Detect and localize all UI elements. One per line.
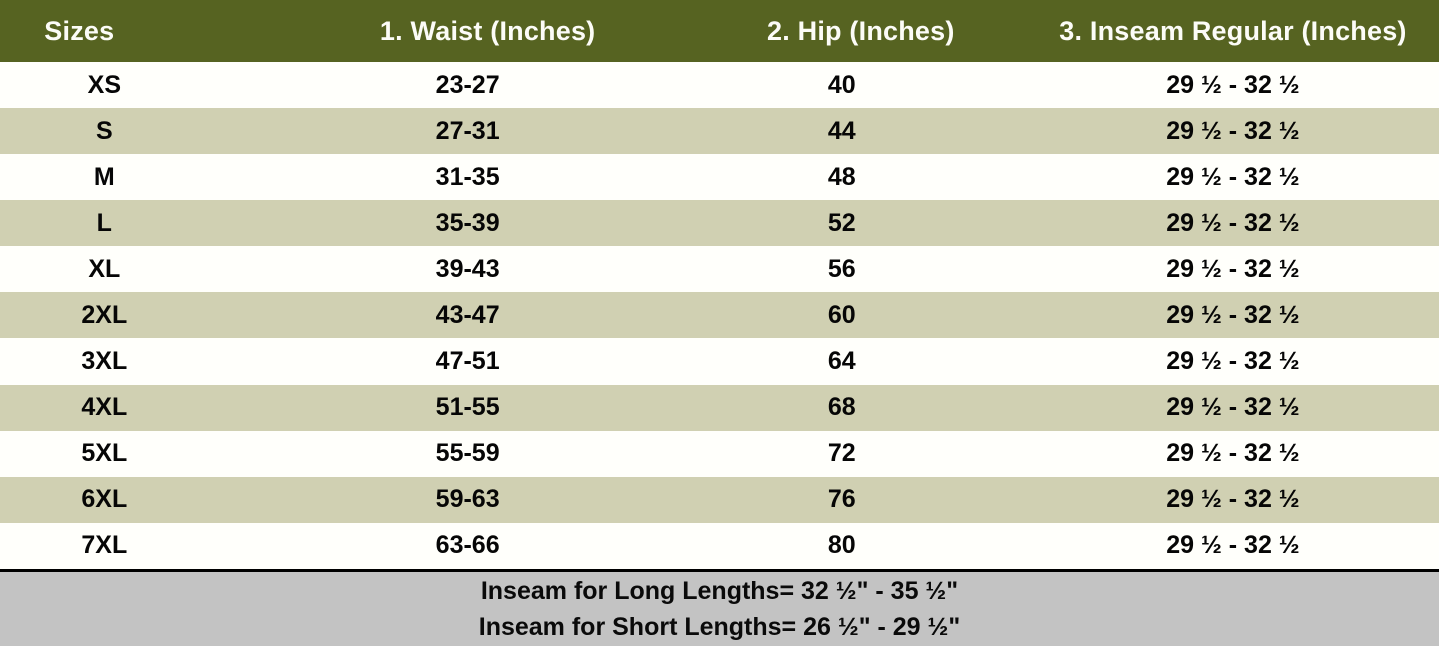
size-cell: 7XL	[81, 531, 128, 560]
hip-cell: 40	[827, 70, 856, 99]
size-cell: S	[95, 116, 113, 145]
waist-cell: 63-66	[435, 531, 500, 560]
table-row: 2XL 43-47 60 29 ½ - 32 ½	[0, 292, 1439, 339]
size-cell: L	[96, 208, 112, 237]
waist-cell: 27-31	[435, 116, 500, 145]
hip-cell: 68	[827, 393, 856, 422]
table-row: L 35-39 52 29 ½ - 32 ½	[0, 200, 1439, 247]
column-header-sizes: Sizes	[0, 0, 209, 62]
hip-cell: 52	[827, 208, 856, 237]
waist-cell: 51-55	[435, 393, 500, 422]
waist-cell: 35-39	[435, 208, 500, 237]
hip-cell: 56	[827, 254, 856, 283]
table-row: 4XL 51-55 68 29 ½ - 32 ½	[0, 384, 1439, 431]
table-row: 3XL 47-51 64 29 ½ - 32 ½	[0, 338, 1439, 385]
inseam-cell: 29 ½ - 32 ½	[1166, 531, 1300, 560]
inseam-cell: 29 ½ - 32 ½	[1166, 70, 1300, 99]
hip-cell: 76	[827, 485, 856, 514]
table-row: 7XL 63-66 80 29 ½ - 32 ½	[0, 522, 1439, 569]
hip-cell: 44	[827, 116, 856, 145]
size-cell: M	[93, 162, 115, 191]
table-body: XS 23-27 40 29 ½ - 32 ½ S 27-31 44 29 ½ …	[0, 62, 1439, 569]
size-cell: XL	[88, 254, 121, 283]
inseam-cell: 29 ½ - 32 ½	[1166, 208, 1300, 237]
inseam-cell: 29 ½ - 32 ½	[1166, 393, 1300, 422]
size-cell: XS	[87, 70, 121, 99]
waist-cell: 43-47	[435, 300, 500, 329]
column-header-waist: 1. Waist (Inches)	[208, 0, 727, 62]
hip-cell: 72	[827, 439, 856, 468]
column-header-hip: 2. Hip (Inches)	[726, 0, 957, 62]
waist-cell: 23-27	[435, 70, 500, 99]
inseam-cell: 29 ½ - 32 ½	[1166, 300, 1300, 329]
inseam-cell: 29 ½ - 32 ½	[1166, 254, 1300, 283]
table-row: M 31-35 48 29 ½ - 32 ½	[0, 154, 1439, 201]
hip-cell: 60	[827, 300, 856, 329]
table-row: XS 23-27 40 29 ½ - 32 ½	[0, 62, 1439, 109]
table-row: XL 39-43 56 29 ½ - 32 ½	[0, 246, 1439, 293]
size-cell: 3XL	[81, 347, 128, 375]
waist-cell: 59-63	[435, 485, 500, 514]
table-row: 5XL 55-59 72 29 ½ - 32 ½	[0, 430, 1439, 477]
column-header-inseam: 3. Inseam Regular (Inches)	[956, 0, 1439, 62]
waist-cell: 55-59	[435, 439, 500, 468]
table-header: Sizes 1. Waist (Inches) 2. Hip (Inches) …	[0, 0, 1439, 62]
inseam-cell: 29 ½ - 32 ½	[1166, 439, 1300, 468]
inseam-cell: 29 ½ - 32 ½	[1166, 162, 1300, 191]
table-row: 6XL 59-63 76 29 ½ - 32 ½	[0, 476, 1439, 523]
table-row: S 27-31 44 29 ½ - 32 ½	[0, 108, 1439, 155]
header-row: Sizes 1. Waist (Inches) 2. Hip (Inches) …	[0, 0, 1439, 62]
size-chart-table: Sizes 1. Waist (Inches) 2. Hip (Inches) …	[0, 0, 1439, 569]
hip-cell: 64	[827, 347, 856, 375]
hip-cell: 80	[827, 531, 856, 560]
size-cell: 6XL	[81, 485, 128, 514]
inseam-cell: 29 ½ - 32 ½	[1166, 485, 1300, 514]
long-lengths-note: Inseam for Long Lengths= 32 ½" - 35 ½"	[480, 577, 959, 605]
size-cell: 5XL	[81, 439, 128, 468]
short-lengths-note: Inseam for Short Lengths= 26 ½" - 29 ½"	[478, 613, 961, 641]
size-cell: 2XL	[81, 300, 128, 329]
waist-cell: 39-43	[435, 254, 500, 283]
waist-cell: 31-35	[435, 162, 500, 191]
inseam-cell: 29 ½ - 32 ½	[1166, 116, 1300, 145]
waist-cell: 47-51	[435, 347, 500, 375]
hip-cell: 48	[827, 162, 856, 191]
size-cell: 4XL	[81, 393, 128, 422]
inseam-cell: 29 ½ - 32 ½	[1166, 347, 1300, 375]
inseam-length-note: Inseam for Long Lengths= 32 ½" - 35 ½" I…	[0, 569, 1439, 646]
